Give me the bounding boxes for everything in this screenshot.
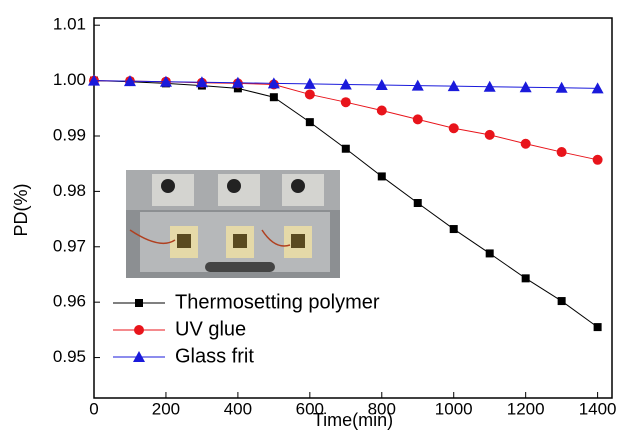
data-point — [375, 79, 388, 91]
data-point — [304, 89, 315, 100]
x-tick-label: 600 — [296, 399, 324, 418]
legend-marker — [133, 351, 145, 362]
data-point — [447, 80, 460, 92]
data-point — [341, 144, 350, 153]
legend-marker — [134, 325, 144, 335]
x-axis-label: Time(min) — [313, 410, 393, 430]
data-point — [159, 75, 172, 87]
data-point — [593, 323, 602, 332]
data-point — [411, 79, 424, 91]
data-point — [413, 199, 422, 208]
y-tick-label: 0.95 — [53, 347, 86, 366]
data-point — [519, 81, 532, 93]
data-point — [412, 114, 423, 125]
data-point — [557, 297, 566, 306]
data-point — [123, 75, 136, 87]
data-point — [267, 77, 280, 89]
legend-label: Glass frit — [175, 345, 254, 367]
data-point — [448, 123, 459, 134]
data-point — [555, 81, 568, 93]
y-tick-label: 0.98 — [53, 181, 86, 200]
y-tick-label: 1.00 — [53, 70, 86, 89]
data-point — [195, 76, 208, 88]
data-point — [556, 147, 567, 158]
data-point — [88, 74, 100, 86]
plot-frame — [93, 17, 613, 399]
data-point — [485, 249, 494, 258]
legend-marker — [135, 299, 143, 307]
x-tick-label: 1000 — [435, 399, 473, 418]
y-tick-label: 0.96 — [53, 292, 86, 311]
x-tick-label: 400 — [224, 399, 252, 418]
x-tick-label: 1200 — [507, 399, 545, 418]
x-tick-label: 200 — [152, 399, 180, 418]
data-point — [484, 129, 495, 140]
data-point — [231, 76, 244, 88]
data-point — [520, 138, 531, 149]
x-tick-label: 800 — [368, 399, 396, 418]
data-point — [521, 274, 530, 283]
data-point — [591, 82, 604, 94]
y-tick-label: 0.99 — [53, 125, 86, 144]
inset-photo — [126, 170, 340, 278]
y-tick-label: 0.97 — [53, 236, 86, 255]
data-point — [339, 78, 352, 90]
y-axis-label: PD(%) — [11, 184, 31, 237]
x-tick-label: 1400 — [579, 399, 617, 418]
data-point — [376, 105, 387, 116]
data-point — [269, 93, 278, 102]
y-tick-label: 1.01 — [53, 15, 86, 34]
data-point — [449, 225, 458, 234]
data-point — [303, 77, 316, 89]
legend-label: UV glue — [175, 318, 246, 340]
data-point — [305, 118, 314, 127]
x-tick-label: 0 — [89, 399, 98, 418]
legend-label: Thermosetting polymer — [175, 291, 380, 313]
data-point — [377, 172, 386, 181]
data-point — [592, 154, 603, 165]
data-point — [483, 80, 496, 92]
data-point — [340, 97, 351, 108]
